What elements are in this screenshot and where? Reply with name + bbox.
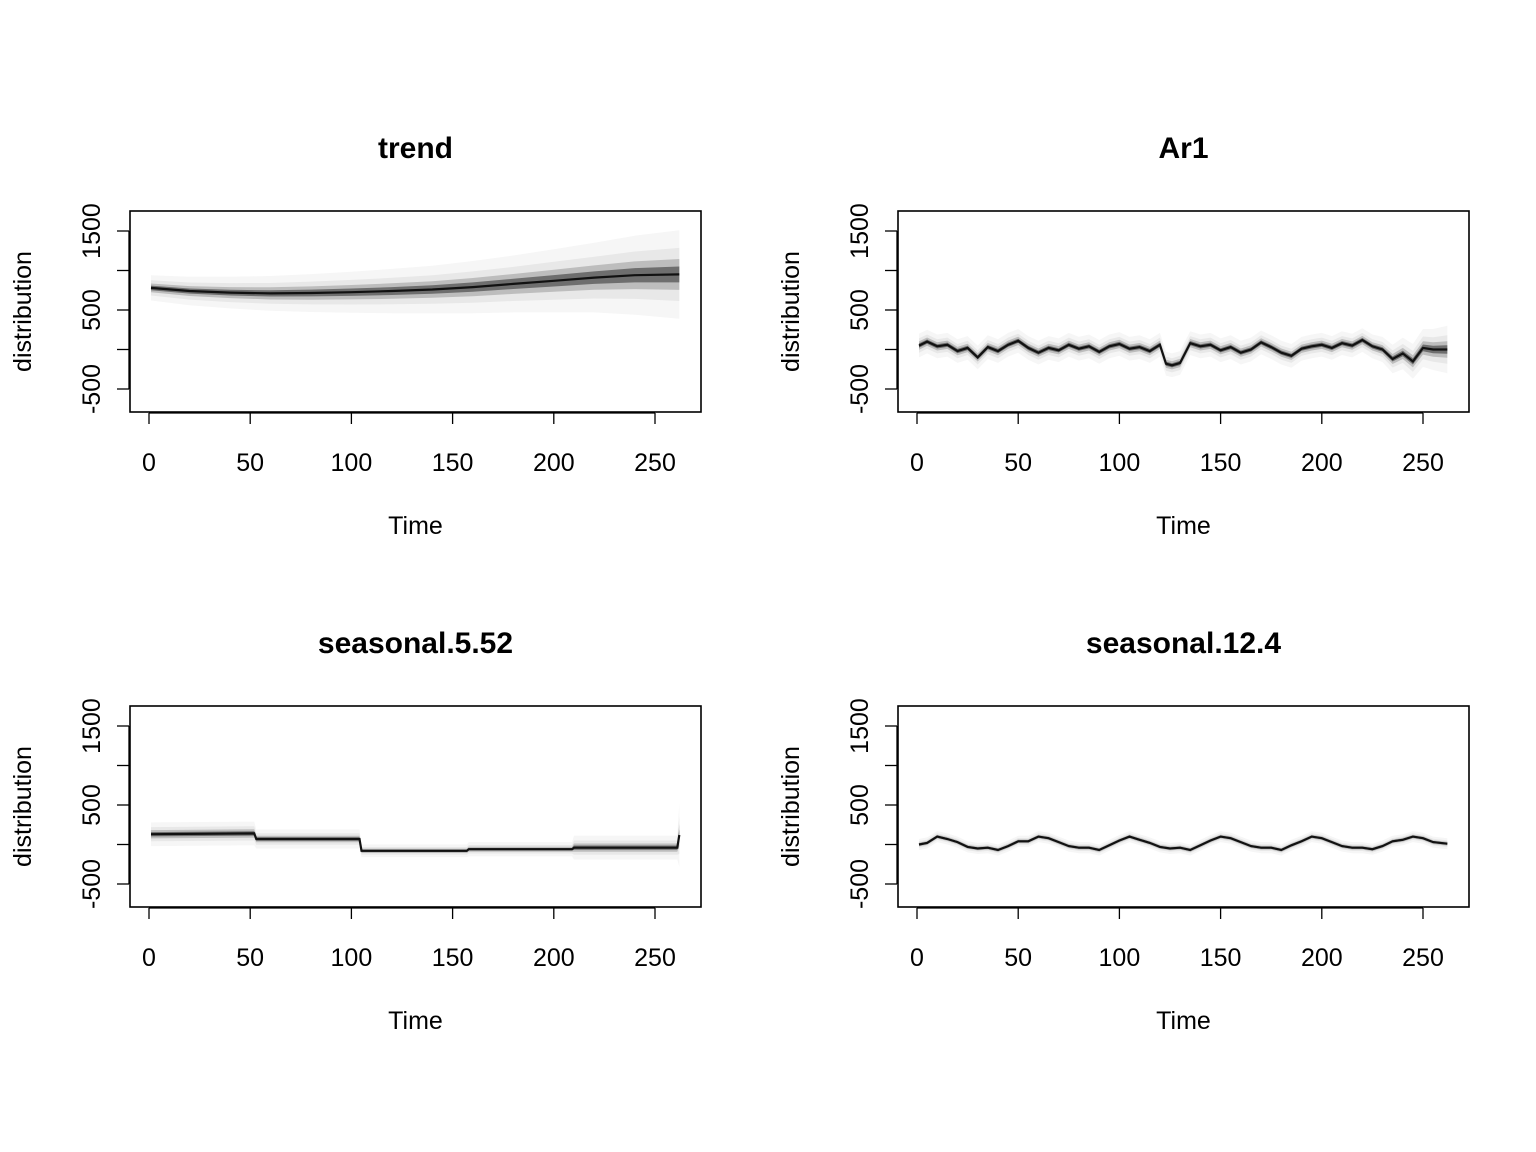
panel-2: seasonal.5.52 0 50 100 150 200 250 Time -500 500 1… xyxy=(9,627,702,1035)
panel-3: seasonal.12.4 0 50 100 150 200 250 Time -500 500 1… xyxy=(777,627,1470,1035)
panel-title: seasonal.5.52 xyxy=(318,627,513,660)
x-tick-label: 150 xyxy=(1200,944,1242,972)
x-tick-label: 100 xyxy=(1099,944,1141,972)
y-axis-label: distribution xyxy=(9,251,37,372)
x-tick-label: 0 xyxy=(910,944,924,972)
y-tick-label: 500 xyxy=(846,289,874,331)
y-tick-label: 1500 xyxy=(846,203,874,259)
y-tick-label: 1500 xyxy=(78,203,106,259)
series-density xyxy=(918,325,1448,379)
y-axis-label: distribution xyxy=(9,746,37,867)
median-line xyxy=(150,832,681,852)
y-tick-label: -500 xyxy=(78,859,106,909)
x-tick-label: 200 xyxy=(1301,944,1343,972)
x-tick-label: 200 xyxy=(533,944,575,972)
x-tick-label: 250 xyxy=(1402,944,1444,972)
panel-title: trend xyxy=(378,132,453,165)
x-tick-label: 0 xyxy=(910,449,924,477)
x-axis-label: Time xyxy=(388,512,443,540)
median-line xyxy=(150,273,680,295)
series-density xyxy=(150,230,680,319)
median-line xyxy=(918,338,1448,367)
density-band-2 xyxy=(151,259,680,300)
density-band-1 xyxy=(151,816,680,855)
y-tick-label: 1500 xyxy=(846,698,874,754)
x-tick-label: 250 xyxy=(1402,449,1444,477)
series-density xyxy=(918,831,1448,856)
x-tick-label: 100 xyxy=(331,944,373,972)
y-tick-label: 1500 xyxy=(78,698,106,754)
y-tick-label: -500 xyxy=(846,364,874,414)
x-tick-label: 200 xyxy=(533,449,575,477)
y-axis-label: distribution xyxy=(777,251,805,372)
y-tick-label: -500 xyxy=(78,364,106,414)
y-tick-label: 500 xyxy=(846,784,874,826)
median-line xyxy=(918,835,1448,852)
x-tick-label: 100 xyxy=(331,449,373,477)
y-tick-label: 500 xyxy=(78,784,106,826)
x-tick-label: 150 xyxy=(432,944,474,972)
plot-frame xyxy=(129,210,702,413)
x-tick-label: 100 xyxy=(1099,449,1141,477)
x-tick-label: 250 xyxy=(634,449,676,477)
x-tick-label: 0 xyxy=(142,944,156,972)
x-tick-label: 150 xyxy=(1200,449,1242,477)
x-tick-label: 250 xyxy=(634,944,676,972)
plot-frame xyxy=(897,210,1470,413)
x-axis-label: Time xyxy=(1156,512,1211,540)
x-tick-label: 50 xyxy=(1004,449,1032,477)
x-axis-label: Time xyxy=(388,1007,443,1035)
plot-frame xyxy=(129,705,702,908)
y-axis-label: distribution xyxy=(777,746,805,867)
panel-title: seasonal.12.4 xyxy=(1086,627,1281,660)
density-band-3 xyxy=(151,829,680,852)
panel-0: trend 0 50 100 150 200 250 Time -500 500 1500 distr… xyxy=(9,132,702,540)
y-tick-label: 500 xyxy=(78,289,106,331)
series-density xyxy=(150,803,681,867)
panel-1: Ar1 0 50 100 150 200 250 Time -500 500 1500 distrib… xyxy=(777,132,1470,540)
x-tick-label: 150 xyxy=(432,449,474,477)
x-tick-label: 50 xyxy=(236,944,264,972)
x-axis-label: Time xyxy=(1156,1007,1211,1035)
panel-title: Ar1 xyxy=(1158,132,1208,165)
x-tick-label: 50 xyxy=(1004,944,1032,972)
plot-frame xyxy=(897,705,1470,908)
y-tick-label: -500 xyxy=(846,859,874,909)
x-tick-label: 200 xyxy=(1301,449,1343,477)
x-tick-label: 0 xyxy=(142,449,156,477)
x-tick-label: 50 xyxy=(236,449,264,477)
